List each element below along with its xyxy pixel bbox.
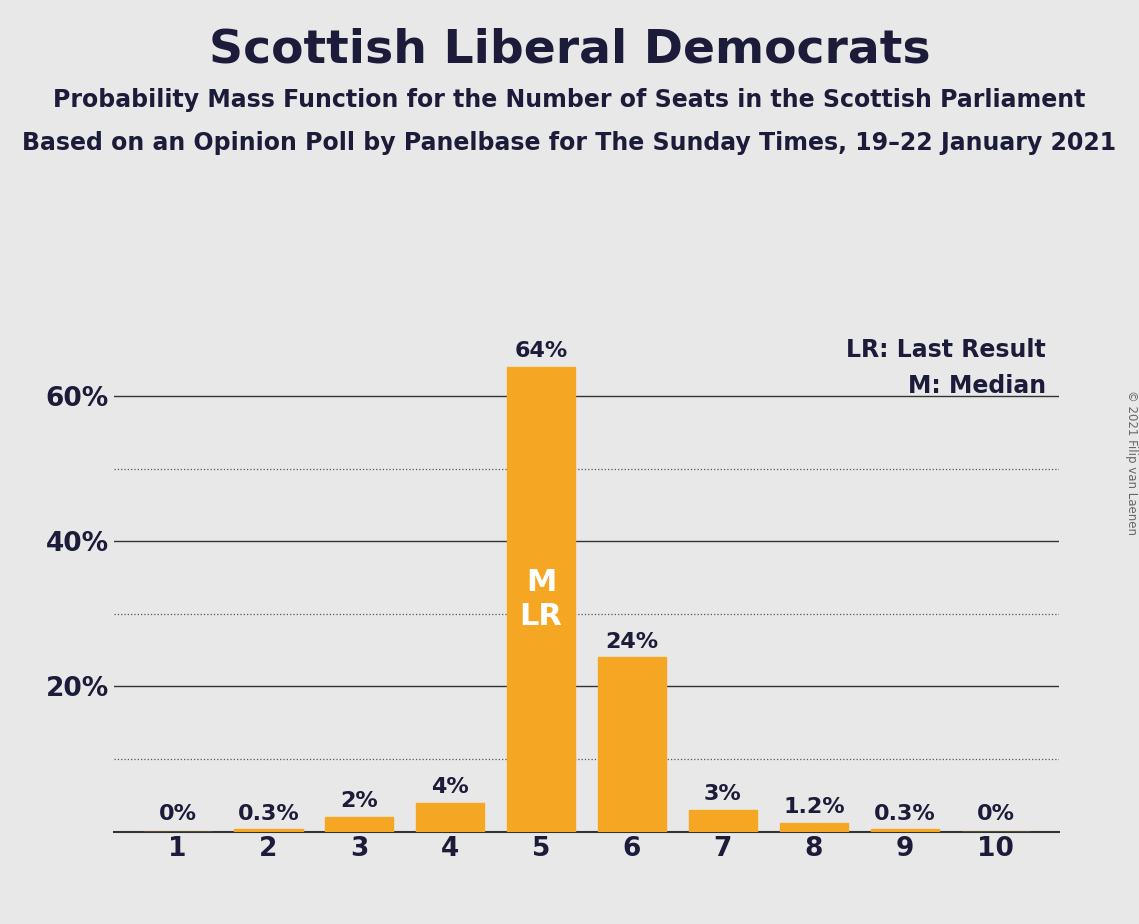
Text: © 2021 Filip van Laenen: © 2021 Filip van Laenen [1124, 390, 1138, 534]
Text: 24%: 24% [606, 631, 658, 651]
Text: Based on an Opinion Poll by Panelbase for The Sunday Times, 19–22 January 2021: Based on an Opinion Poll by Panelbase fo… [23, 131, 1116, 155]
Bar [326, 817, 393, 832]
Text: 1.2%: 1.2% [782, 797, 845, 817]
Bar [235, 830, 303, 832]
Bar [870, 830, 939, 832]
Text: 64%: 64% [515, 341, 567, 361]
Text: Probability Mass Function for the Number of Seats in the Scottish Parliament: Probability Mass Function for the Number… [54, 88, 1085, 112]
Bar [507, 367, 575, 832]
Bar [598, 657, 666, 832]
Bar [689, 809, 757, 832]
Text: 0%: 0% [158, 804, 197, 824]
Text: 0.3%: 0.3% [874, 804, 935, 823]
Text: 4%: 4% [432, 777, 469, 796]
Bar [416, 803, 484, 832]
Text: 0.3%: 0.3% [238, 804, 300, 823]
Text: 0%: 0% [976, 804, 1015, 824]
Text: M: Median: M: Median [908, 374, 1046, 398]
Bar [780, 823, 847, 832]
Text: Scottish Liberal Democrats: Scottish Liberal Democrats [208, 28, 931, 73]
Text: LR: Last Result: LR: Last Result [846, 338, 1046, 362]
Text: 3%: 3% [704, 784, 741, 804]
Text: 2%: 2% [341, 791, 378, 811]
Text: M
LR: M LR [519, 568, 563, 630]
